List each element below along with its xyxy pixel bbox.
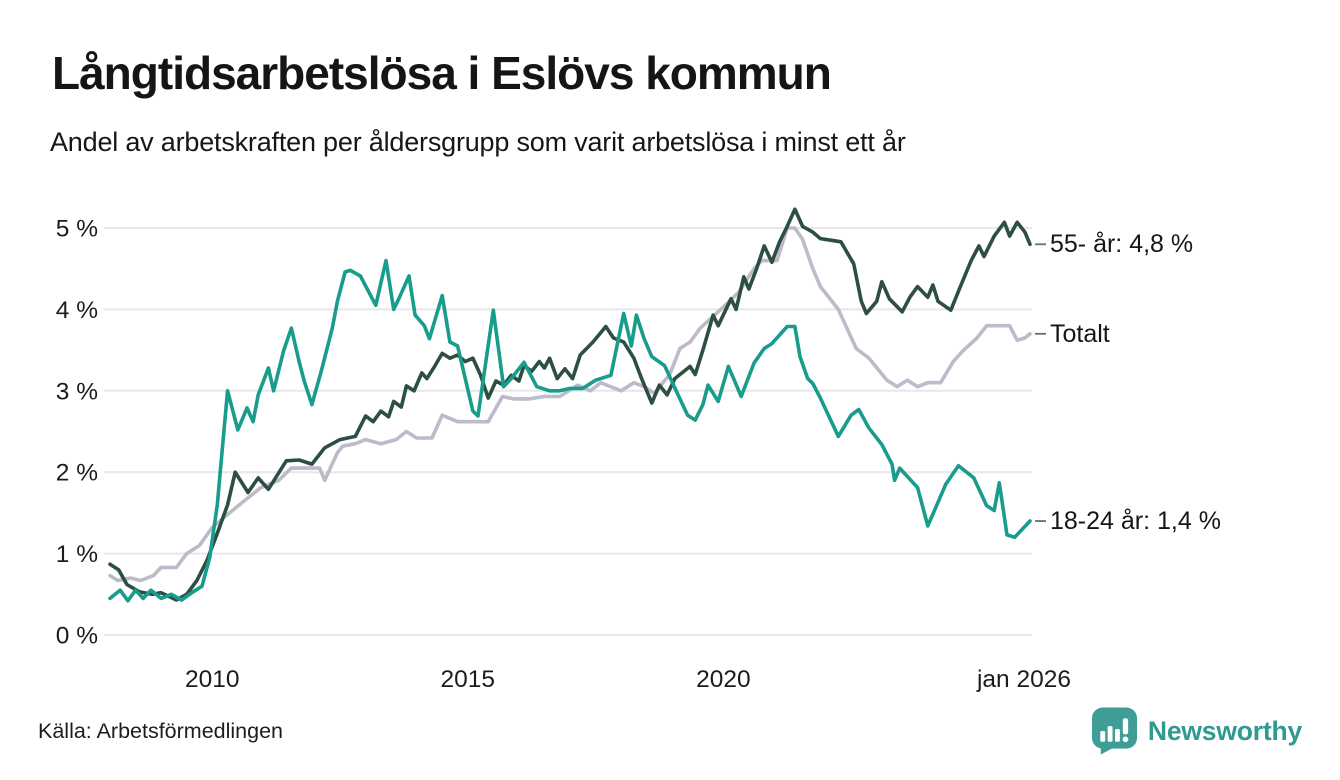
y-axis-tick-label: 2 % — [56, 460, 98, 487]
brand-name: Newsworthy — [1147, 715, 1302, 746]
x-axis-tick-label: jan 2026 — [976, 666, 1071, 693]
x-axis-tick-label: 2010 — [185, 666, 240, 693]
y-axis-tick-label: 5 % — [56, 216, 98, 243]
newsworthy-bubble-chart-icon — [1091, 707, 1137, 755]
x-axis-tick-label: 2015 — [441, 666, 496, 693]
series-end-label-55-ar: 55- år: 4,8 % — [1050, 230, 1194, 259]
brand-logo: Newsworthy — [1091, 706, 1302, 756]
page-subtitle: Andel av arbetskraften per åldersgrupp s… — [50, 127, 906, 157]
series-line-18-24-r — [108, 258, 1032, 603]
y-axis-tick-label: 3 % — [56, 378, 98, 405]
y-axis-tick-label: 4 % — [56, 297, 98, 324]
x-axis-tick-label: 2020 — [696, 666, 751, 693]
series-end-label-totalt: Totalt — [1050, 319, 1110, 348]
y-axis-tick-label: 1 % — [56, 541, 98, 568]
series-line-totalt — [108, 226, 1032, 583]
page-title: Långtidsarbetslösa i Eslövs kommun — [52, 47, 832, 99]
y-axis-tick-label: 0 % — [56, 623, 98, 650]
series-line-55-r — [108, 207, 1032, 602]
series-end-label-18-24-ar: 18-24 år: 1,4 % — [1050, 507, 1221, 536]
source-note: Källa: Arbetsförmedlingen — [38, 719, 284, 743]
